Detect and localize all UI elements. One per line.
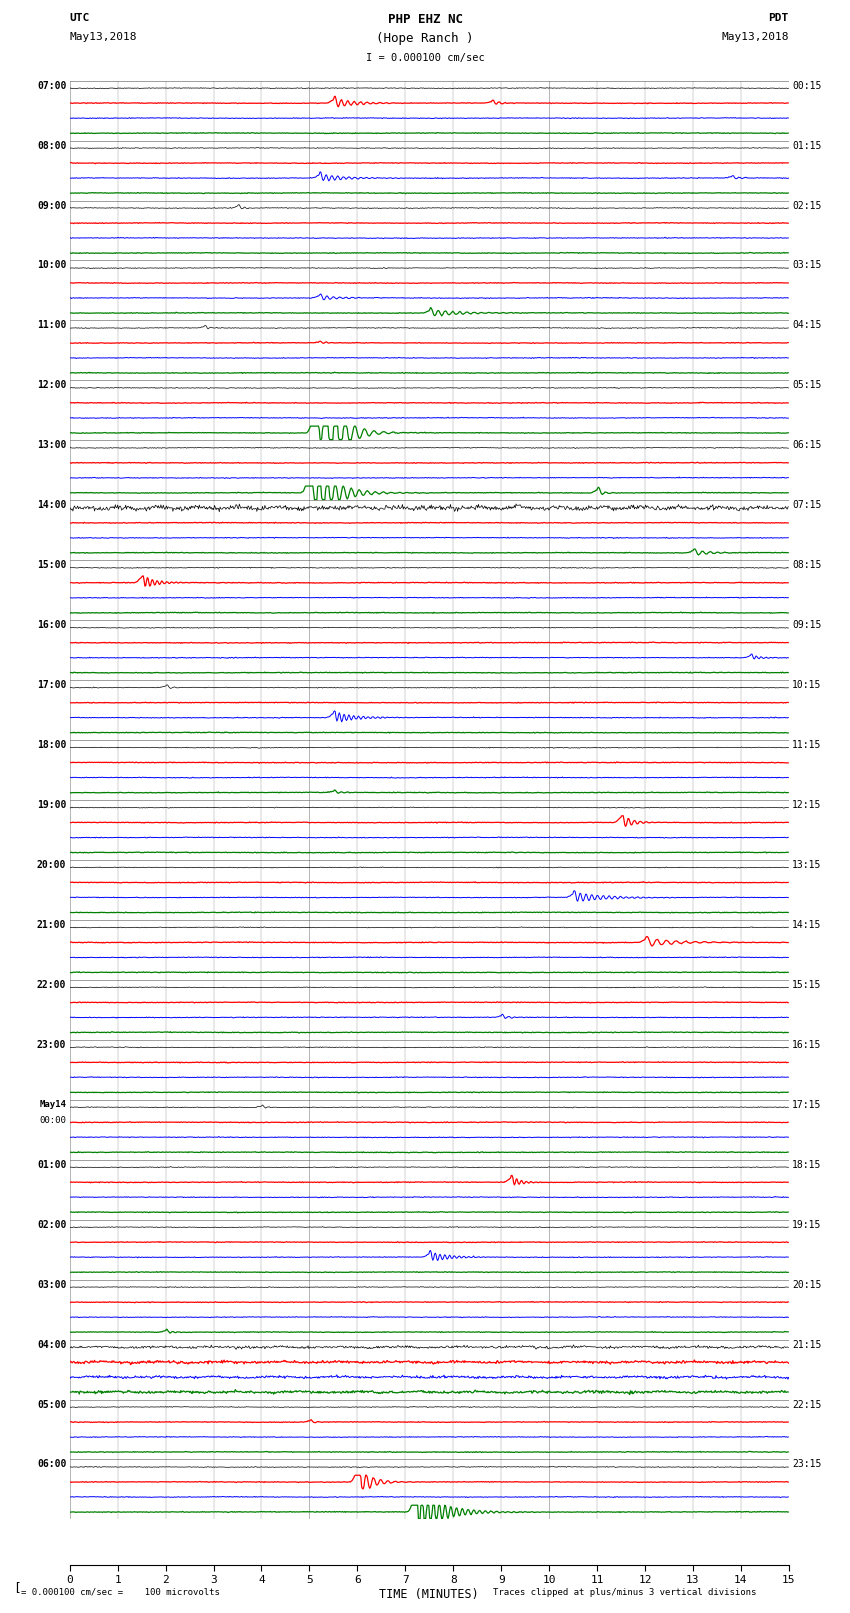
X-axis label: TIME (MINUTES): TIME (MINUTES) (379, 1587, 479, 1600)
Text: 09:00: 09:00 (37, 200, 66, 211)
Text: 12:15: 12:15 (792, 800, 822, 810)
Text: 20:00: 20:00 (37, 860, 66, 869)
Text: 04:00: 04:00 (37, 1339, 66, 1350)
Text: 06:15: 06:15 (792, 440, 822, 450)
Text: 02:15: 02:15 (792, 200, 822, 211)
Text: 15:00: 15:00 (37, 560, 66, 571)
Text: 12:00: 12:00 (37, 381, 66, 390)
Text: 14:15: 14:15 (792, 919, 822, 931)
Text: 19:15: 19:15 (792, 1219, 822, 1229)
Text: 10:15: 10:15 (792, 681, 822, 690)
Text: 01:00: 01:00 (37, 1160, 66, 1169)
Text: 07:15: 07:15 (792, 500, 822, 510)
Text: 22:00: 22:00 (37, 981, 66, 990)
Text: 04:15: 04:15 (792, 321, 822, 331)
Text: 00:15: 00:15 (792, 81, 822, 90)
Text: 21:00: 21:00 (37, 919, 66, 931)
Text: [: [ (14, 1581, 21, 1594)
Text: (Hope Ranch ): (Hope Ranch ) (377, 32, 473, 45)
Text: 09:15: 09:15 (792, 621, 822, 631)
Text: 03:00: 03:00 (37, 1279, 66, 1290)
Text: 15:15: 15:15 (792, 981, 822, 990)
Text: 23:00: 23:00 (37, 1040, 66, 1050)
Text: May13,2018: May13,2018 (70, 32, 137, 42)
Text: 17:15: 17:15 (792, 1100, 822, 1110)
Text: 10:00: 10:00 (37, 260, 66, 271)
Text: 01:15: 01:15 (792, 140, 822, 150)
Text: 20:15: 20:15 (792, 1279, 822, 1290)
Text: 17:00: 17:00 (37, 681, 66, 690)
Text: 08:15: 08:15 (792, 560, 822, 571)
Text: 00:00: 00:00 (39, 1116, 66, 1124)
Text: 02:00: 02:00 (37, 1219, 66, 1229)
Text: 16:15: 16:15 (792, 1040, 822, 1050)
Text: May13,2018: May13,2018 (722, 32, 789, 42)
Text: 11:00: 11:00 (37, 321, 66, 331)
Text: 23:15: 23:15 (792, 1460, 822, 1469)
Text: 19:00: 19:00 (37, 800, 66, 810)
Text: 05:15: 05:15 (792, 381, 822, 390)
Text: 13:00: 13:00 (37, 440, 66, 450)
Text: 07:00: 07:00 (37, 81, 66, 90)
Text: PHP EHZ NC: PHP EHZ NC (388, 13, 462, 26)
Text: 03:15: 03:15 (792, 260, 822, 271)
Text: Traces clipped at plus/minus 3 vertical divisions: Traces clipped at plus/minus 3 vertical … (493, 1587, 756, 1597)
Text: 08:00: 08:00 (37, 140, 66, 150)
Text: 13:15: 13:15 (792, 860, 822, 869)
Text: 18:15: 18:15 (792, 1160, 822, 1169)
Text: I = 0.000100 cm/sec: I = 0.000100 cm/sec (366, 53, 484, 63)
Text: 05:00: 05:00 (37, 1400, 66, 1410)
Text: 22:15: 22:15 (792, 1400, 822, 1410)
Text: 18:00: 18:00 (37, 740, 66, 750)
Text: = 0.000100 cm/sec =    100 microvolts: = 0.000100 cm/sec = 100 microvolts (21, 1587, 220, 1597)
Text: May14: May14 (39, 1100, 66, 1108)
Text: 14:00: 14:00 (37, 500, 66, 510)
Text: 06:00: 06:00 (37, 1460, 66, 1469)
Text: 16:00: 16:00 (37, 621, 66, 631)
Text: UTC: UTC (70, 13, 90, 23)
Text: PDT: PDT (768, 13, 789, 23)
Text: 11:15: 11:15 (792, 740, 822, 750)
Text: 21:15: 21:15 (792, 1339, 822, 1350)
